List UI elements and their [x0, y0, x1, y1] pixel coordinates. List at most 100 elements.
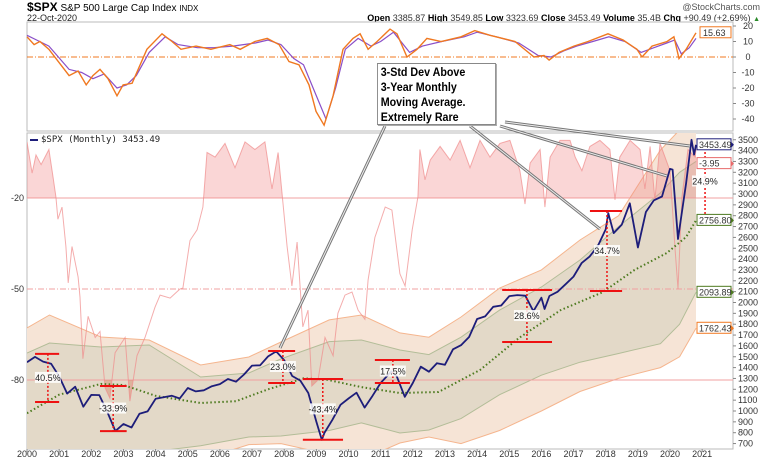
chart-date: 22-Oct-2020: [27, 13, 78, 23]
x-tick-label: 2009: [306, 449, 326, 458]
up-triangle-icon: ▲: [753, 16, 760, 23]
brand-watermark: @StockCharts.com: [682, 2, 760, 12]
move-label-bg: [100, 402, 127, 414]
x-tick-label: 2008: [274, 449, 294, 458]
x-tick-label: 2012: [403, 449, 423, 458]
price-y-tick-label: 2900: [738, 200, 758, 210]
price-y-tick-label: 2200: [738, 276, 758, 286]
close-label: Close: [540, 13, 566, 23]
move-annotation: 23.0%: [268, 349, 296, 385]
price-y-tick-label: 900: [738, 417, 753, 427]
osc-y-tick-label: 20: [743, 21, 753, 31]
price-y-tick-label: 3100: [738, 178, 758, 188]
price-value-label-pointer: [731, 289, 734, 296]
chart-title: $SPX S&P 500 Large Cap Index INDX: [27, 0, 198, 14]
low-label: Low: [485, 13, 504, 23]
move-annotation: 40.5%: [34, 352, 61, 403]
price-value-label: -3.95: [699, 159, 720, 169]
price-y-tick-label: 1400: [738, 363, 758, 373]
move-label: 24.9%: [692, 176, 718, 186]
indicator-y-tick-label: -50: [11, 284, 24, 294]
low-value: 3323.69: [505, 13, 539, 23]
osc-y-tick-label: 10: [743, 37, 753, 47]
x-tick-label: 2013: [435, 449, 455, 458]
bands: [27, 133, 697, 449]
x-tick-label: 2019: [628, 449, 648, 458]
osc-value-label: 15.63: [703, 28, 726, 38]
price-legend: $SPX (Monthly) 3453.49: [30, 135, 160, 145]
x-tick-label: 2021: [692, 449, 712, 458]
price-y-tick-label: 1500: [738, 352, 758, 362]
callout-line: 3-Year Monthly: [380, 82, 457, 94]
inner-band: [27, 161, 696, 449]
price-y-tick-label: 1300: [738, 373, 758, 383]
close-value: 3453.49: [568, 13, 601, 23]
open-value: 3385.87: [392, 13, 426, 23]
x-tick-label: 2020: [660, 449, 680, 458]
x-tick-label: 2014: [467, 449, 487, 458]
osc-y-tick-label: -10: [741, 68, 754, 78]
move-annotation: 17.5%: [374, 359, 410, 385]
indicator-y-tick-label: -20: [11, 193, 24, 203]
move-annotation: 28.6%: [502, 289, 553, 343]
osc-y-tick-label: -20: [741, 83, 754, 93]
moving-average-line: [27, 219, 697, 415]
callout-line: Extremely Rare: [380, 112, 459, 124]
osc-y-tick-label: -40: [741, 114, 754, 124]
open-label: Open: [367, 13, 391, 23]
price-y-tick-label: 1800: [738, 319, 758, 329]
price-y-tick-label: 2800: [738, 211, 758, 221]
osc-value-label-box: [699, 26, 732, 39]
price-y-tick-label: 3400: [738, 146, 758, 156]
x-tick-label: 2002: [81, 449, 101, 458]
x-tick-label: 2017: [564, 449, 584, 458]
price-y-tick-label: 3500: [738, 135, 758, 145]
price-value-label-pointer: [731, 325, 734, 332]
x-tick-label: 2005: [178, 449, 198, 458]
indicator-y-tick-label: -80: [11, 375, 24, 385]
annotation-callout: 3-Std Dev Above 3-Year Monthly Moving Av…: [377, 63, 497, 125]
price-value-label: 3453.49: [699, 140, 732, 150]
index-name: S&P 500 Large Cap Index: [60, 3, 177, 14]
callout-leader-line-inner: [499, 125, 668, 177]
price-value-label-pointer: [731, 141, 734, 148]
x-tick-label: 2003: [113, 449, 133, 458]
move-label-bg: [513, 310, 540, 322]
price-y-tick-label: 2600: [738, 232, 758, 242]
outer-band-upper-edge: [27, 133, 678, 366]
price-y-tick-label: 2300: [738, 265, 758, 275]
price-y-tick-label: 3200: [738, 167, 758, 177]
move-annotation: -33.9%: [99, 385, 127, 433]
symbol: $SPX: [27, 0, 58, 14]
legend-label: $SPX (Monthly) 3453.49: [41, 135, 161, 145]
chg-label: Chg: [663, 13, 681, 23]
price-y-tick-label: 1900: [738, 308, 758, 318]
price-y-tick-label: 3000: [738, 189, 758, 199]
price-y-tick-label: 1000: [738, 406, 758, 416]
x-tick-label: 2011: [371, 449, 390, 458]
move-label: 28.6%: [514, 311, 540, 321]
price-y-tick-label: 1100: [738, 395, 757, 405]
callout-leader-line-inner: [504, 121, 691, 147]
price-y-tick-label: 2700: [738, 222, 758, 232]
price-y-tick-label: 1200: [738, 384, 758, 394]
osc-y-tick-label: 0: [745, 52, 750, 62]
legend-swatch: [30, 138, 38, 141]
osc-orange-line: [26, 28, 697, 127]
price-y-tick-label: 800: [738, 428, 753, 438]
callout-line: 3-Std Dev Above: [380, 67, 466, 79]
price-y-tick-label: 2100: [738, 287, 758, 297]
volume-value: 35.4B: [637, 13, 661, 23]
exchange: INDX: [179, 4, 199, 13]
price-y-tick-label: 1700: [738, 330, 758, 340]
x-tick-label: 2001: [49, 449, 69, 458]
volume-label: Volume: [603, 13, 635, 23]
move-label: -43.4%: [309, 404, 338, 414]
move-label: 23.0%: [270, 362, 296, 372]
price-value-label-pointer: [731, 217, 734, 224]
x-tick-label: 2007: [242, 449, 262, 458]
x-tick-label: 2000: [17, 449, 37, 458]
x-tick-label: 2010: [338, 449, 358, 458]
callout-leader-line-inner: [469, 125, 601, 230]
price-value-label: 2756.80: [699, 215, 732, 225]
